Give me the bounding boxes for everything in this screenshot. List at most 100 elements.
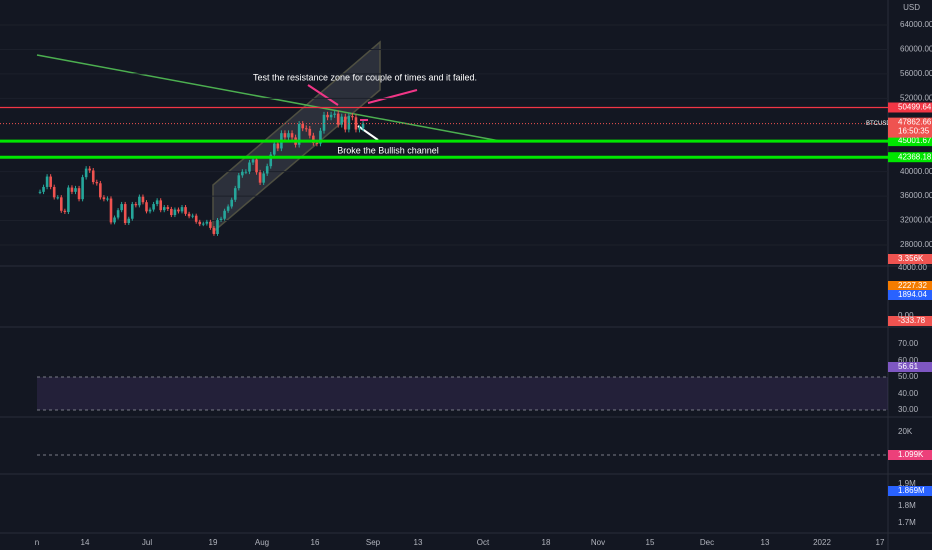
candle — [336, 113, 340, 125]
candle — [251, 159, 255, 163]
candle — [308, 128, 312, 136]
level-tag — [888, 136, 932, 147]
indicator-label: -333.78 — [898, 316, 926, 325]
price-tick-label: 52000.00 — [900, 93, 932, 102]
price-tick-label: 32000.00 — [900, 216, 932, 225]
time-label: 15 — [646, 538, 655, 547]
candle — [287, 133, 290, 138]
time-label: 19 — [209, 538, 218, 547]
indicator-label: 1.099K — [898, 450, 924, 459]
time-label: Nov — [591, 538, 605, 547]
indicator-label: 56.61 — [898, 362, 919, 371]
candle — [173, 209, 177, 216]
indicator-tag — [888, 362, 932, 372]
candle — [241, 171, 244, 176]
candle — [290, 133, 294, 138]
candle — [159, 200, 162, 211]
candle — [45, 176, 49, 187]
candle — [56, 197, 60, 199]
candle — [106, 198, 109, 200]
indicator-label: 1.869M — [898, 486, 925, 495]
currency: USD — [903, 3, 920, 12]
candle — [38, 191, 42, 193]
candle — [212, 227, 216, 234]
price-tick-label: 64000.00 — [900, 20, 932, 29]
candle — [74, 188, 77, 192]
candle — [84, 168, 88, 178]
indicator-label: 1.7M — [898, 518, 916, 527]
candle — [326, 114, 329, 118]
candle — [209, 221, 212, 228]
candle — [166, 207, 170, 209]
time-label: Aug — [255, 538, 269, 547]
candle — [344, 116, 347, 130]
price-tick-label: 60000.00 — [900, 45, 932, 54]
candle — [123, 204, 127, 223]
candle — [95, 182, 99, 184]
candle — [255, 159, 258, 173]
indicator-label: 50.00 — [898, 372, 919, 381]
candle — [102, 197, 106, 200]
candle — [177, 209, 180, 212]
candle — [329, 114, 333, 118]
candle — [198, 221, 202, 225]
candle — [88, 168, 91, 171]
indicator-label: 1.9M — [898, 479, 916, 488]
candle — [134, 204, 138, 206]
candle — [205, 221, 209, 224]
annotation: Test the resistance zone for couple of t… — [253, 72, 477, 82]
candle — [276, 143, 280, 149]
candle — [202, 223, 205, 225]
indicator-tag — [888, 281, 932, 291]
candle — [354, 117, 358, 130]
symbol-tag: BTCUSD — [866, 121, 891, 127]
last-price: 47862.66 — [898, 118, 932, 127]
price-tick-label: 40000.00 — [900, 167, 932, 176]
indicator-tag — [888, 316, 932, 326]
candle — [262, 173, 265, 183]
candle — [170, 208, 173, 216]
indicator-label: 30.00 — [898, 405, 919, 414]
candle — [248, 162, 251, 172]
level-tag — [888, 102, 932, 113]
candle — [273, 143, 276, 155]
level-tag — [888, 152, 932, 163]
candle — [162, 207, 166, 211]
indicator-label: 4000.00 — [898, 263, 927, 272]
candle — [219, 218, 223, 220]
candle — [297, 124, 301, 145]
bullish-channel — [212, 40, 381, 234]
candle — [152, 204, 155, 210]
candle — [237, 175, 241, 189]
candle — [109, 198, 113, 223]
candle — [351, 116, 354, 118]
candle — [77, 188, 81, 200]
countdown: 16:50:35 — [898, 127, 930, 136]
candle — [70, 187, 74, 192]
candle — [127, 218, 131, 223]
candle — [99, 183, 102, 198]
time-label: Oct — [477, 538, 490, 547]
candle — [116, 210, 120, 218]
volume-label: 3.356K — [898, 254, 924, 263]
time-label: 16 — [311, 538, 320, 547]
indicator-label: 70.00 — [898, 339, 919, 348]
candle — [155, 200, 159, 205]
candle — [52, 186, 56, 198]
candle — [269, 154, 273, 167]
time-label: 13 — [761, 538, 770, 547]
candle — [244, 171, 248, 173]
indicator-label: 0.00 — [898, 311, 914, 320]
candle — [67, 187, 70, 212]
white-arrow — [357, 125, 379, 141]
candle — [283, 133, 287, 138]
indicator-tag — [888, 486, 932, 496]
candle — [315, 142, 319, 144]
candle — [138, 196, 141, 206]
candle — [131, 204, 134, 219]
indicator-label: 1.8M — [898, 501, 916, 510]
candle — [312, 135, 315, 143]
candle — [230, 199, 233, 207]
